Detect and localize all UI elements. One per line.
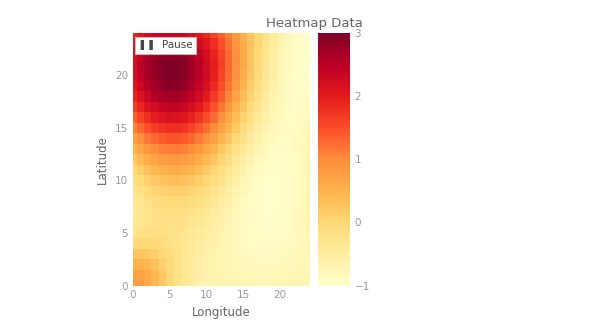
Text: ❚❚  Pause: ❚❚ Pause <box>138 41 193 50</box>
Text: Heatmap Data: Heatmap Data <box>266 17 362 30</box>
X-axis label: Longitude: Longitude <box>192 306 251 319</box>
Y-axis label: Latitude: Latitude <box>96 135 109 184</box>
